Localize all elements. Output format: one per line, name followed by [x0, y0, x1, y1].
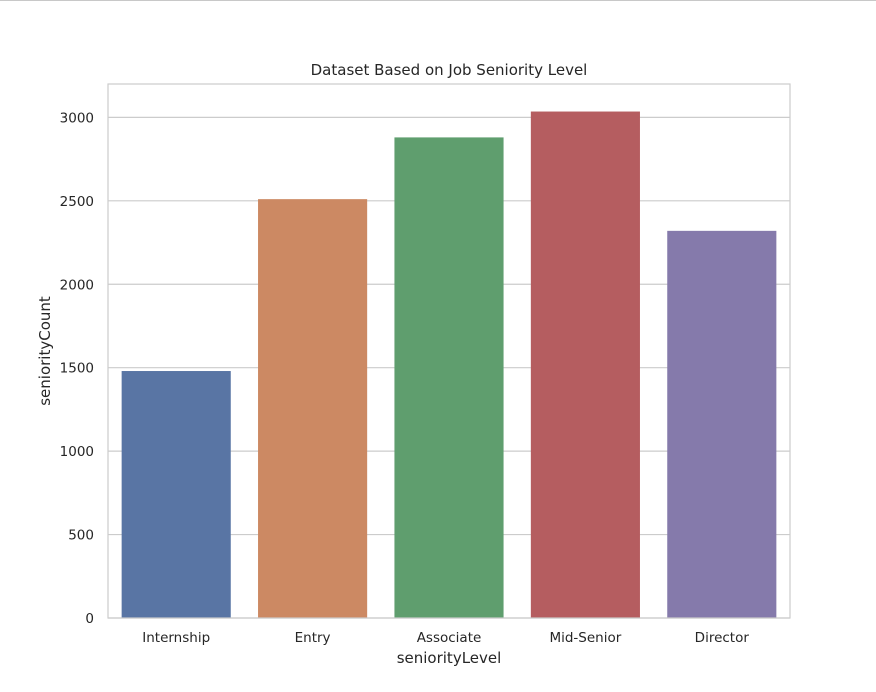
bar-entry — [258, 199, 368, 619]
y-tick-label: 500 — [68, 528, 94, 544]
chart-title: Dataset Based on Job Seniority Level — [311, 61, 588, 79]
x-tick-label: Director — [695, 630, 750, 646]
window-top-border — [0, 0, 876, 1]
bars — [121, 111, 777, 619]
bar-mid-senior — [530, 111, 640, 619]
y-tick-label: 3000 — [60, 110, 94, 126]
y-tick-label: 0 — [85, 611, 94, 627]
plot-frame — [107, 83, 791, 619]
y-tick-labels: 0 500 1000 1500 2000 2500 3000 — [60, 110, 94, 627]
x-axis-label: seniorityLevel — [397, 649, 502, 667]
x-tick-label: Entry — [295, 630, 331, 646]
x-tick-label: Internship — [142, 630, 210, 646]
y-axis-label: seniorityCount — [36, 296, 54, 406]
bar-associate — [394, 137, 504, 618]
y-tick-label: 1500 — [60, 361, 94, 377]
x-tick-label: Associate — [417, 630, 482, 646]
y-tick-label: 1000 — [60, 444, 94, 460]
y-tick-label: 2000 — [60, 277, 94, 293]
y-tick-label: 2500 — [60, 194, 94, 210]
x-tick-labels: Internship Entry Associate Mid-Senior Direct… — [142, 630, 749, 646]
bar-director — [667, 230, 777, 618]
bar-internship — [121, 371, 231, 618]
x-tick-label: Mid-Senior — [549, 630, 621, 646]
